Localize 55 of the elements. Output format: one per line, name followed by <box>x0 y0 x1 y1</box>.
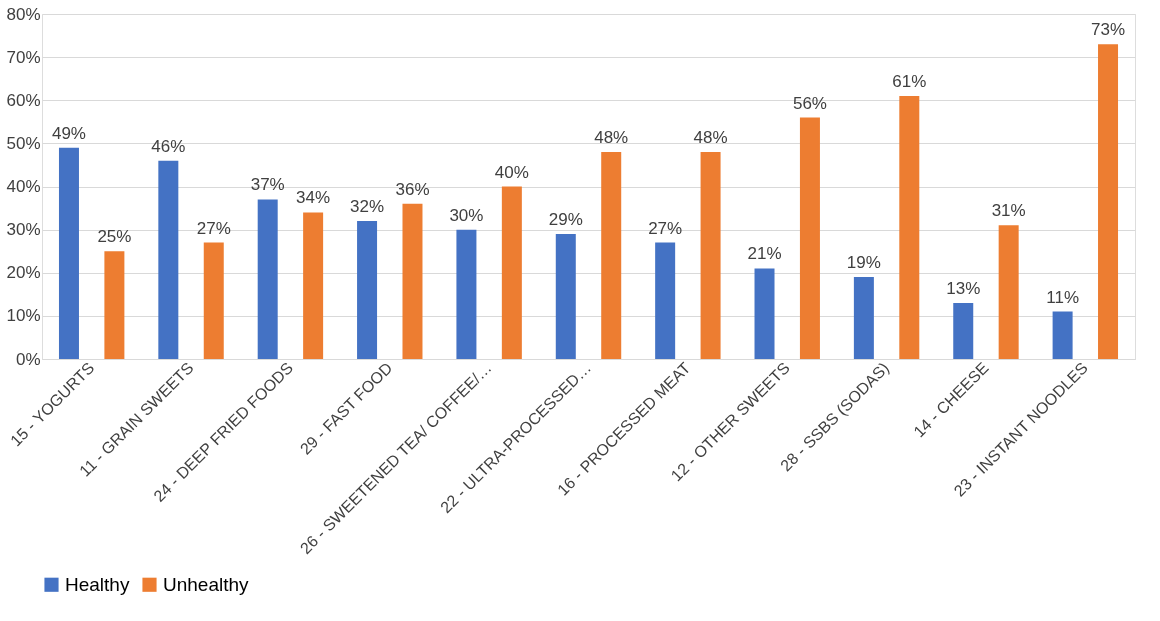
data-label: 31% <box>991 201 1026 221</box>
bar <box>257 199 278 359</box>
bar <box>158 160 179 359</box>
bar <box>853 277 874 359</box>
y-tick-label: 40% <box>6 177 41 196</box>
data-label: 40% <box>494 162 529 182</box>
data-label: 13% <box>946 278 981 298</box>
bar <box>655 242 676 359</box>
data-label: 46% <box>151 136 186 156</box>
bar <box>357 221 378 359</box>
bar <box>601 152 622 359</box>
data-label: 19% <box>846 253 881 273</box>
data-label: 73% <box>1091 20 1126 40</box>
data-label: 29% <box>548 209 583 229</box>
bar <box>402 203 423 359</box>
y-tick-label: 0% <box>15 349 41 369</box>
bar <box>953 302 974 359</box>
data-label: 21% <box>747 244 782 264</box>
data-label: 11% <box>1046 287 1079 307</box>
bar <box>1098 44 1119 359</box>
bar <box>501 186 522 359</box>
y-tick-label: 20% <box>6 263 41 283</box>
legend-label: Unhealthy <box>163 573 250 595</box>
bar <box>104 251 125 359</box>
bar <box>58 147 79 359</box>
data-label: 36% <box>395 179 430 199</box>
data-label: 56% <box>792 93 827 113</box>
data-label: 30% <box>449 205 484 225</box>
legend-label: Healthy <box>65 573 130 595</box>
data-label: 32% <box>350 197 385 216</box>
bar <box>754 268 775 359</box>
bar <box>700 152 721 359</box>
data-label: 49% <box>51 123 86 143</box>
bar <box>203 242 224 359</box>
y-tick-label: 50% <box>6 133 41 153</box>
data-label: 61% <box>892 71 927 91</box>
data-label: 48% <box>693 128 728 147</box>
bar <box>799 117 820 359</box>
bar <box>1052 311 1073 359</box>
data-label: 34% <box>296 188 331 208</box>
y-tick-label: 30% <box>6 220 41 240</box>
data-label: 48% <box>594 128 629 147</box>
data-label: 37% <box>250 175 285 195</box>
y-tick-label: 60% <box>6 90 41 110</box>
data-label: 27% <box>648 218 683 238</box>
data-label: 25% <box>97 227 132 247</box>
bar <box>555 233 576 359</box>
y-tick-label: 80% <box>6 4 41 24</box>
bar <box>998 225 1019 359</box>
bar <box>899 95 920 359</box>
bar <box>456 229 477 359</box>
data-label: 27% <box>196 218 231 238</box>
y-tick-label: 10% <box>6 306 41 326</box>
bar <box>303 212 324 359</box>
y-tick-label: 70% <box>6 47 41 67</box>
